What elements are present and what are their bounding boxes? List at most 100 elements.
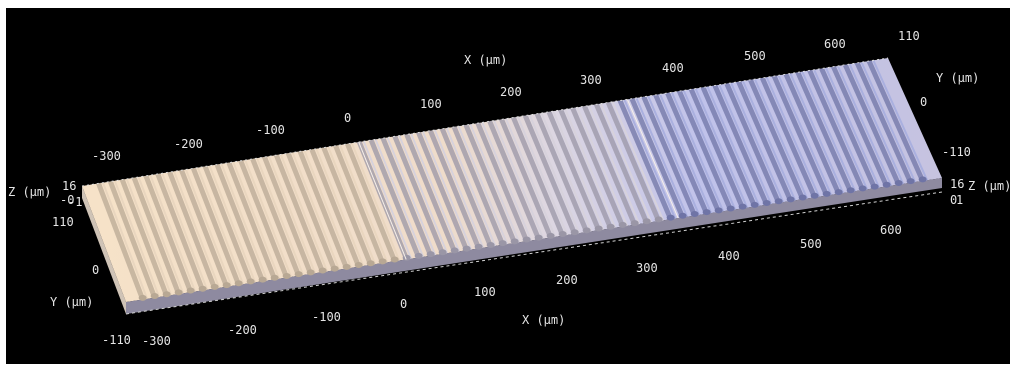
- ridge-groove: [617, 99, 674, 220]
- ridge-crest: [374, 139, 425, 258]
- ridge-groove: [238, 160, 290, 278]
- y-tick-right: 0: [920, 95, 927, 109]
- y-tick-left: -110: [102, 333, 131, 347]
- ridge-end: [450, 247, 459, 254]
- ridge-crest: [315, 148, 365, 267]
- ridge-groove: [510, 116, 566, 237]
- ridge-end: [918, 176, 927, 183]
- ridge-crest: [611, 101, 665, 221]
- ridge-crest: [730, 82, 785, 203]
- ridge-groove: [700, 86, 758, 207]
- ridge-groove: [724, 83, 782, 204]
- ridge-end: [438, 249, 447, 256]
- ridge-end: [630, 220, 639, 227]
- ridge-end: [234, 280, 243, 287]
- ridge-end: [642, 218, 651, 225]
- ridge-crest: [244, 159, 293, 278]
- ridge-end: [690, 210, 699, 217]
- ridge-end: [714, 207, 723, 214]
- ridge-crest: [718, 84, 773, 205]
- ridge-crest: [303, 150, 353, 269]
- ridge-crest: [339, 144, 389, 263]
- ridge-groove: [167, 171, 218, 289]
- z-tick-left: -1: [68, 195, 82, 209]
- ridge-groove: [226, 162, 278, 280]
- x-tick-top: -300: [92, 149, 121, 163]
- ridge-end: [462, 245, 471, 252]
- y-tick-right: 110: [898, 29, 920, 43]
- ridge-groove: [333, 145, 386, 264]
- ridge-groove: [356, 141, 410, 260]
- ridge-groove: [309, 148, 362, 268]
- ridge-groove: [854, 62, 914, 184]
- surface-plot: X (µm) X (µm) Y (µm) Y (µm) Z (µm) Z (µm…: [8, 29, 1010, 348]
- ridge-groove: [605, 101, 662, 222]
- ridge-groove: [439, 128, 494, 247]
- ridge-groove: [783, 73, 842, 195]
- x-tick-top: 400: [662, 61, 684, 75]
- ridge-crest: [220, 163, 269, 281]
- ridge-groove: [297, 150, 350, 269]
- x-tick-top: -100: [256, 123, 285, 137]
- sample-front-edge: [126, 178, 942, 314]
- ridge-end: [318, 267, 327, 274]
- ridge-crest: [327, 146, 377, 265]
- y-tick-right: -110: [942, 145, 971, 159]
- ridge-groove: [202, 165, 254, 284]
- ridge-end: [222, 282, 231, 289]
- x-tick-bottom: 600: [880, 223, 902, 237]
- ridge-groove: [487, 120, 542, 240]
- ridge-crest: [505, 118, 557, 238]
- ridge-crest: [789, 73, 845, 194]
- ridge-crest: [588, 105, 641, 225]
- ridge-end: [162, 291, 171, 298]
- ridge-crest: [623, 99, 677, 220]
- x-tick-top: 100: [420, 97, 442, 111]
- ridge-groove: [143, 175, 194, 293]
- ridge-groove: [688, 88, 746, 209]
- ridge-crest: [552, 110, 605, 230]
- ridge-end: [414, 252, 423, 259]
- section-divider: [358, 141, 407, 260]
- ridge-end: [894, 179, 903, 186]
- ridge-groove: [830, 66, 890, 187]
- 3d-viewer[interactable]: X (µm) X (µm) Y (µm) Y (µm) Z (µm) Z (µm…: [6, 8, 1010, 364]
- z-tick-right: 0: [950, 193, 957, 207]
- ridge-groove: [261, 156, 314, 275]
- ridge-end: [510, 238, 519, 245]
- ridge-end: [210, 283, 219, 290]
- x-tick-bottom: -100: [312, 310, 341, 324]
- x-tick-top: 500: [744, 49, 766, 63]
- ridge-crest: [410, 133, 461, 252]
- ridge-crest: [267, 156, 317, 274]
- ridge-end: [138, 294, 147, 301]
- ridge-end: [174, 289, 183, 296]
- ridge-end: [618, 221, 627, 228]
- z-tick-left: -0: [60, 193, 74, 207]
- ridge-end: [402, 254, 411, 261]
- ridge-crest: [671, 92, 725, 212]
- ridge-end: [666, 214, 675, 221]
- ridge-crest: [659, 93, 713, 214]
- x-tick-bottom: -200: [228, 323, 257, 337]
- ridge-crest: [635, 97, 689, 218]
- ridge-end: [258, 276, 267, 283]
- ridge-end: [198, 285, 207, 292]
- ridge-crest: [445, 127, 497, 247]
- x-tick-top: 200: [500, 85, 522, 99]
- ridge-crest: [232, 161, 281, 280]
- ridge-groove: [416, 131, 470, 251]
- ridge-groove: [427, 130, 482, 249]
- x-tick-bottom: 0: [400, 297, 407, 311]
- ridge-groove: [285, 152, 338, 271]
- ridge-crest: [682, 90, 737, 210]
- ridge-crest: [398, 135, 449, 254]
- ridge-crest: [279, 154, 329, 272]
- x-tick-top: 0: [344, 111, 351, 125]
- ridge-crest: [481, 122, 533, 241]
- ridge-groove: [404, 133, 458, 253]
- ridge-crest: [161, 173, 209, 291]
- ridge-groove: [759, 77, 818, 198]
- ridge-end: [306, 269, 315, 276]
- ridge-end: [606, 223, 615, 230]
